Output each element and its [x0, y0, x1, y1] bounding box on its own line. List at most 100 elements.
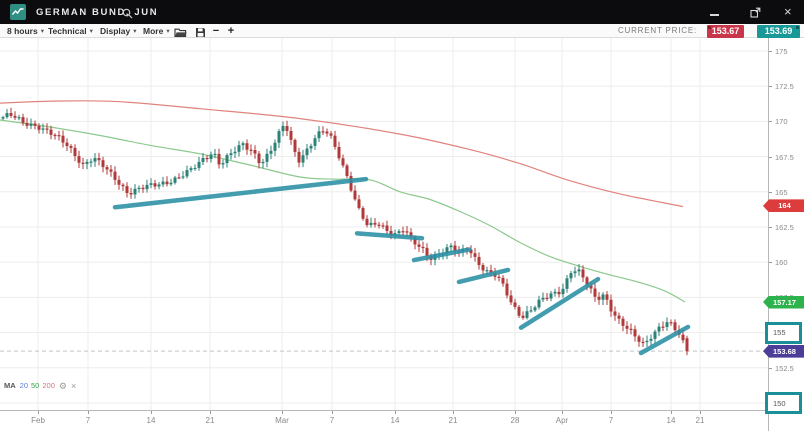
candle	[325, 131, 329, 134]
candle	[641, 341, 645, 344]
save-icon[interactable]	[193, 25, 207, 37]
app-logo-icon	[10, 4, 26, 20]
candle	[409, 232, 413, 237]
candle	[565, 278, 569, 289]
candle	[309, 145, 313, 149]
candle	[345, 165, 349, 177]
candle	[181, 176, 185, 178]
candle	[321, 131, 325, 133]
search-icon[interactable]	[122, 6, 133, 24]
toolbar-dropdown-8-hours[interactable]: 8 hours ▾	[7, 26, 44, 36]
candle	[657, 326, 661, 332]
candle	[349, 176, 353, 191]
time-tick-label: 21	[205, 416, 215, 425]
zoom-in-icon[interactable]: +	[227, 25, 235, 37]
chevron-down-icon: ▾	[133, 28, 137, 35]
time-tick-label: 14	[390, 416, 400, 425]
price-tick-label: 175	[775, 47, 788, 56]
candle	[501, 277, 505, 284]
candle	[525, 311, 529, 318]
trend-line-2[interactable]	[354, 231, 425, 241]
candles	[1, 107, 689, 356]
candle	[293, 139, 297, 152]
close-icon[interactable]: ×	[784, 4, 792, 19]
candle	[157, 184, 161, 187]
trend-line-1[interactable]	[112, 176, 369, 210]
trend-line-6[interactable]	[638, 324, 691, 356]
trend-line-4[interactable]	[456, 267, 511, 285]
time-axis[interactable]: Feb 7 14 21 Mar 7 14 21 28 Apr 7 14 21	[0, 410, 769, 431]
candle	[33, 123, 37, 126]
time-tick-mark	[38, 411, 39, 414]
candle	[521, 315, 525, 318]
zoom-out-icon[interactable]: −	[212, 25, 220, 37]
candle	[529, 310, 533, 312]
popout-icon[interactable]	[750, 0, 766, 24]
gridlines	[0, 38, 768, 410]
time-tick-mark	[210, 411, 211, 414]
candle	[473, 253, 477, 257]
candle	[301, 155, 305, 163]
ma-200-line	[0, 100, 684, 208]
candle	[285, 126, 289, 131]
candle	[329, 133, 333, 136]
toolbar-dropdown-display[interactable]: Display ▾	[100, 26, 137, 36]
candle	[505, 283, 509, 296]
time-tick-label: Mar	[275, 416, 289, 425]
time-tick-label: 28	[510, 416, 520, 425]
time-tick-mark	[562, 411, 563, 414]
candle	[237, 145, 241, 152]
toolbar-dropdown-technical[interactable]: Technical ▾	[48, 26, 93, 36]
time-tick-mark	[151, 411, 152, 414]
candle	[333, 135, 337, 147]
candle	[177, 177, 181, 179]
gear-icon[interactable]: ⚙	[58, 380, 67, 391]
candle	[145, 184, 149, 190]
candle	[133, 188, 137, 195]
chart-plot-area: MA 20 50 200 ⚙ ×	[0, 38, 768, 410]
current-price-label: CURRENT PRICE:	[617, 26, 697, 35]
remove-indicator-icon[interactable]: ×	[70, 380, 77, 391]
candle	[81, 162, 85, 164]
candle	[593, 288, 597, 297]
candle	[25, 122, 29, 126]
candle	[229, 153, 233, 156]
time-tick-label: 21	[448, 416, 458, 425]
instrument-title: GERMAN BUND, JUN	[36, 7, 159, 18]
candle	[57, 135, 61, 137]
open-folder-icon[interactable]	[173, 25, 187, 37]
candle	[669, 322, 673, 324]
candle	[313, 138, 317, 146]
candle	[485, 270, 489, 272]
time-tick-label: 7	[608, 416, 614, 425]
candle	[553, 291, 557, 294]
ma-indicator-legend: MA 20 50 200 ⚙ ×	[4, 381, 76, 390]
candle	[245, 143, 249, 150]
candle	[561, 288, 565, 295]
candle	[197, 161, 201, 168]
trend-line-annotations[interactable]	[112, 176, 691, 356]
trend-line-3[interactable]	[411, 247, 472, 263]
price-level-box[interactable]: 155	[765, 321, 802, 344]
candle	[69, 146, 73, 148]
trend-line-5[interactable]	[518, 276, 601, 330]
price-level-box[interactable]: 150	[765, 392, 802, 414]
candle	[645, 340, 649, 343]
candle	[513, 302, 517, 307]
candle	[389, 230, 393, 236]
minimize-icon[interactable]	[706, 0, 722, 24]
candle	[1, 117, 5, 119]
toolbar-dropdown-more[interactable]: More ▾	[143, 26, 170, 36]
time-tick-mark	[88, 411, 89, 414]
candle	[649, 338, 653, 341]
candle	[125, 186, 129, 194]
candle	[477, 256, 481, 266]
candle	[269, 150, 273, 154]
price-tick-mark	[769, 51, 772, 52]
price-tick-label: 172.5	[775, 82, 794, 92]
time-tick-label: Feb	[31, 416, 45, 425]
price-axis[interactable]: 175172.5170167.5165162.5160157.5152.5155…	[763, 38, 804, 431]
candle	[45, 128, 49, 130]
candle	[353, 190, 357, 200]
candle	[661, 326, 665, 328]
